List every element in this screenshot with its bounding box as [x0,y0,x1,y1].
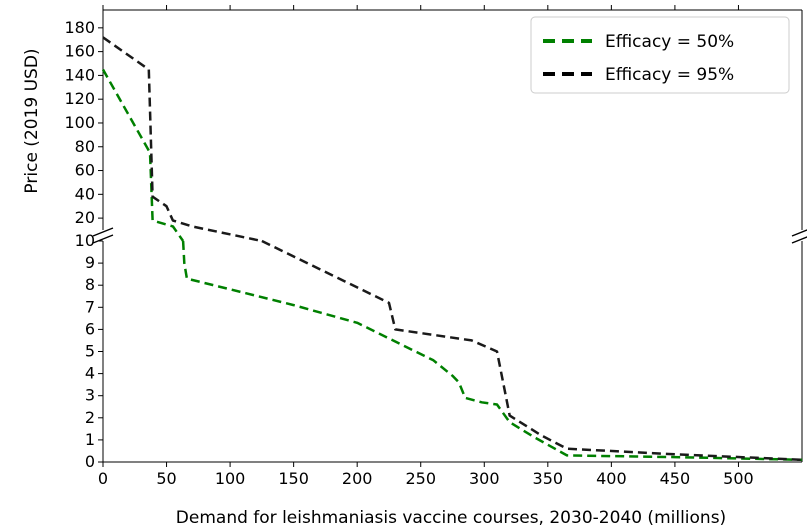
y-tick-label: 0 [85,452,95,471]
x-tick-label: 50 [156,469,176,488]
y-tick-label: 140 [64,65,95,84]
x-tick-label: 300 [469,469,500,488]
y-tick-label: 80 [75,137,95,156]
x-tick-label: 350 [533,469,564,488]
legend-label-efficacy-95: Efficacy = 95% [605,65,734,85]
y-tick-label: 20 [75,208,95,227]
y-tick-label: 6 [85,319,95,338]
series-line-efficacy-50-upper [101,68,185,242]
y-tick-label: 7 [85,297,95,316]
y-tick-label: 9 [85,253,95,272]
y-tick-label: 4 [85,364,95,383]
legend-box [530,16,790,94]
x-tick-label: 200 [342,469,373,488]
x-tick-label: 250 [405,469,436,488]
y-tick-label: 3 [85,386,95,405]
y-tick-label: 160 [64,42,95,61]
y-axis-label: Price (2019 USD) [22,48,42,193]
series-line-efficacy-50-lower [181,240,803,462]
y-tick-label: 60 [75,161,95,180]
y-tick-label: 180 [64,18,95,37]
x-tick-label: 400 [596,469,627,488]
y-tick-label: 40 [75,184,95,203]
x-tick-label: 450 [660,469,691,488]
x-tick-label: 100 [215,469,246,488]
series-line-efficacy-95-lower [261,239,803,462]
y-tick-label: 1 [85,430,95,449]
y-tick-label: 120 [64,89,95,108]
axis-break-left-lower [92,234,114,244]
y-tick-label: 10 [75,231,95,250]
y-tick-label: 5 [85,342,95,361]
x-tick-label: 150 [278,469,309,488]
legend-label-efficacy-50: Efficacy = 50% [605,32,734,52]
x-tick-label: 0 [98,469,108,488]
axis-break-right-lower [791,236,807,244]
y-tick-label: 8 [85,275,95,294]
axis-break-left-upper [92,227,114,237]
x-axis-label: Demand for leishmaniasis vaccine courses… [176,508,726,528]
y-tick-label: 2 [85,408,95,427]
y-tick-label: 100 [64,113,95,132]
series-line-efficacy-95-upper [102,36,263,243]
x-tick-label: 500 [723,469,754,488]
axis-break-right-upper [791,229,807,237]
